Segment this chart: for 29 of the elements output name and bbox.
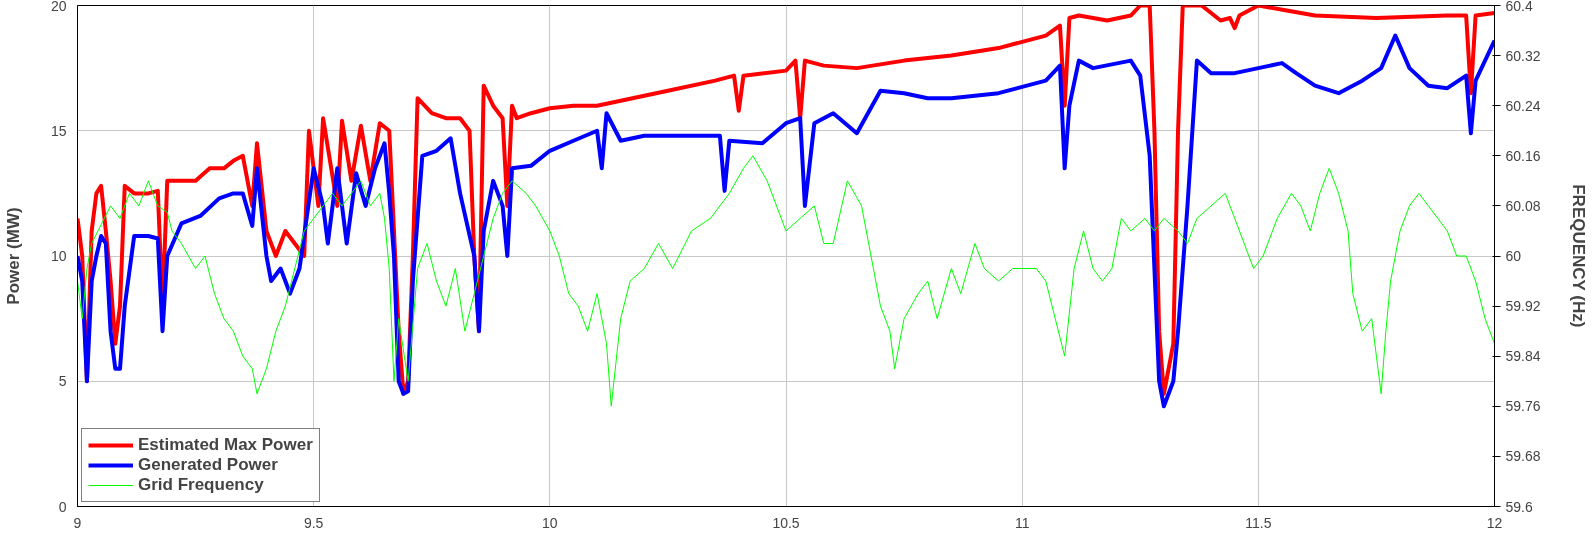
y2-tick-label: 60.32: [1505, 47, 1541, 64]
x-tick-label: 9.5: [303, 514, 324, 531]
y-tick-label: 15: [50, 122, 67, 139]
legend-label: Estimated Max Power: [138, 435, 313, 455]
y-axis-title: Power (MW): [3, 207, 23, 305]
y-tick-label: 20: [50, 0, 67, 14]
y2-tick-label: 60.08: [1505, 197, 1541, 214]
y2-tick-label: 59.76: [1505, 398, 1541, 415]
x-tick-label: 10.5: [772, 514, 800, 531]
legend-label: Generated Power: [138, 455, 278, 475]
y2-tick-label: 60.16: [1505, 147, 1541, 164]
y2-tick-label: 59.84: [1505, 348, 1541, 365]
x-tick-label: 9: [73, 514, 82, 531]
line-series: [77, 155, 1495, 407]
y2-tick-label: 60.24: [1505, 97, 1541, 114]
x-tick-label: 12: [1486, 514, 1503, 531]
y2-tick-label: 59.92: [1505, 298, 1541, 315]
legend-label: Grid Frequency: [138, 475, 264, 495]
x-tick-label: 10: [542, 514, 558, 531]
y2-tick-label: 59.68: [1505, 448, 1541, 465]
y2-tick-label: 60: [1505, 248, 1522, 264]
y-tick-label: 0: [58, 498, 67, 515]
y2-axis-title: FREQUENCY (Hz): [1568, 184, 1588, 328]
y-tick-label: 5: [58, 373, 67, 390]
x-tick-label: 11.5: [1245, 514, 1272, 531]
y-tick-label: 10: [50, 248, 67, 264]
x-tick-label: 11: [1014, 514, 1030, 531]
y2-tick-label: 60.4: [1505, 0, 1533, 14]
y2-tick-label: 59.6: [1505, 498, 1533, 515]
